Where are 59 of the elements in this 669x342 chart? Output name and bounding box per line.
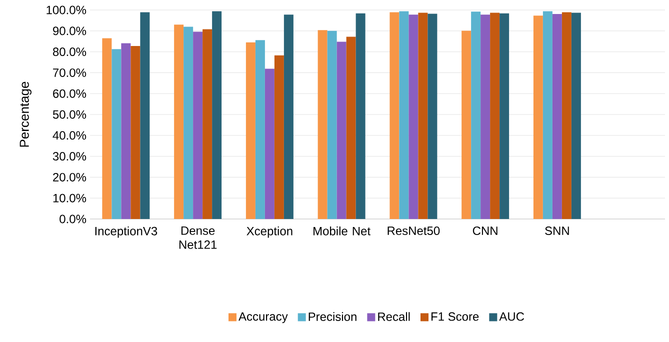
bar [112,49,122,219]
bar [533,16,543,219]
legend-label: Recall [378,312,410,321]
legend-label: F1 Score [431,312,479,321]
y-tick-label: 40.0% [52,131,86,140]
y-tick-label: 20.0% [53,172,86,182]
bar [356,13,366,219]
bar [255,40,265,219]
bar [490,12,500,219]
bar [174,24,184,219]
bar [327,30,337,219]
x-tick-label: InceptionV3 [95,226,158,238]
bar [284,14,294,219]
bar [390,12,400,219]
y-axis-title: Percentage [20,82,32,147]
bar [428,14,438,219]
bar [318,30,328,219]
bar [130,46,140,219]
legend-label: Precision [308,312,356,321]
bar [102,38,112,219]
bar [480,14,490,219]
bar [264,68,274,219]
x-tick-label: Mobile Net [314,226,370,236]
y-tick-label: 10.0% [53,194,86,202]
bar [471,12,481,219]
bar [121,43,131,219]
x-tick-label: Dense Net121 [179,226,217,249]
y-tick-label: 70.0% [53,68,86,77]
y-tick-label: 90.0% [53,26,86,36]
bar [212,11,222,219]
bar [336,42,346,219]
x-tick-label: ResNet50 [388,226,440,236]
x-tick-label: SNN [545,226,569,236]
y-tick-label: 30.0% [52,152,86,161]
bar [193,32,203,219]
y-tick-label: 100.0% [46,6,86,14]
legend-label: Accuracy [238,312,288,324]
x-tick-label: Xception [246,226,292,238]
bar [542,11,552,219]
y-tick-label: 60.0% [53,89,86,98]
x-tick-label: CNN [472,226,498,236]
legend-label: AUC [499,312,524,321]
bar [552,14,562,219]
bar [462,30,472,219]
bar [202,29,212,219]
bar [346,36,356,219]
bar [408,14,418,219]
y-tick-label: 50.0% [52,110,86,119]
bar [500,13,510,219]
bar [418,12,428,219]
bar [140,12,150,219]
y-tick-label: 80.0% [52,48,86,56]
bar [399,11,409,219]
bar [274,55,284,219]
bar [571,12,581,219]
bar [246,42,256,219]
y-tick-label: 0.0% [60,214,86,224]
bar [562,12,572,219]
bar [184,26,194,219]
